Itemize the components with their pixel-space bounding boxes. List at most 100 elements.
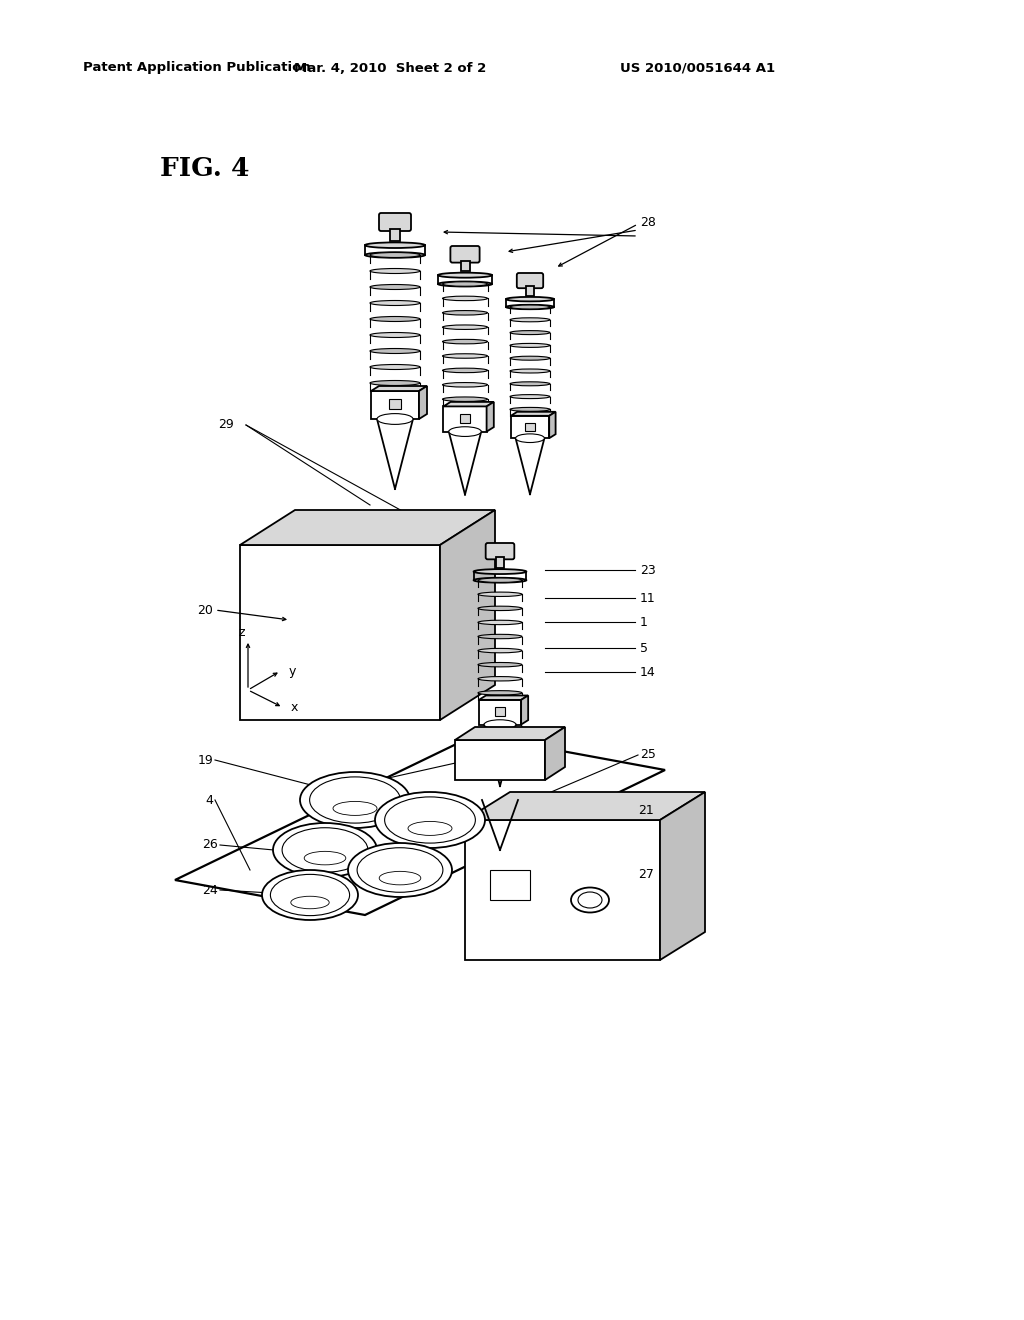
Polygon shape [479,700,521,725]
Ellipse shape [365,252,425,257]
Text: 4: 4 [205,793,213,807]
Text: y: y [289,664,296,677]
Ellipse shape [375,792,485,847]
Text: 20: 20 [198,603,213,616]
Text: Patent Application Publication: Patent Application Publication [83,62,310,74]
Ellipse shape [478,593,522,597]
Ellipse shape [370,301,420,305]
Ellipse shape [370,317,420,322]
Bar [460,414,470,422]
FancyBboxPatch shape [379,213,411,231]
FancyBboxPatch shape [451,246,479,263]
Ellipse shape [449,426,481,437]
Polygon shape [511,416,549,438]
Ellipse shape [370,252,420,257]
Ellipse shape [365,243,425,248]
Text: 25: 25 [640,748,656,762]
Text: FIG. 4: FIG. 4 [160,156,250,181]
Bar [390,228,400,242]
Text: 19: 19 [198,754,213,767]
Polygon shape [440,510,495,719]
Polygon shape [371,391,419,418]
Text: 23: 23 [640,564,655,577]
Polygon shape [455,741,545,780]
Polygon shape [465,820,660,960]
Ellipse shape [510,318,550,322]
Ellipse shape [516,434,545,442]
Ellipse shape [370,380,420,385]
Polygon shape [549,412,556,438]
Bar [495,708,505,715]
Text: z: z [239,626,246,639]
Ellipse shape [510,381,550,385]
Ellipse shape [442,383,487,387]
Ellipse shape [282,828,368,873]
Polygon shape [660,792,705,960]
Text: x: x [291,701,298,714]
FancyBboxPatch shape [517,273,543,288]
Polygon shape [371,385,427,391]
Polygon shape [511,412,556,416]
Polygon shape [175,735,665,915]
Ellipse shape [370,268,420,273]
Ellipse shape [510,370,550,374]
Ellipse shape [442,354,487,358]
Polygon shape [240,510,495,545]
Polygon shape [465,792,705,820]
Ellipse shape [348,843,452,898]
Ellipse shape [478,690,522,696]
Polygon shape [486,401,494,432]
Ellipse shape [510,395,550,399]
Bar [525,422,535,430]
Ellipse shape [478,606,522,611]
Ellipse shape [438,281,492,286]
Text: 27: 27 [638,869,654,882]
Text: 1: 1 [640,615,648,628]
Ellipse shape [478,663,522,667]
Ellipse shape [506,297,554,301]
Polygon shape [545,727,565,780]
Ellipse shape [377,413,413,425]
Text: 21: 21 [638,804,653,817]
Ellipse shape [442,339,487,343]
Ellipse shape [270,874,349,916]
Ellipse shape [478,677,522,681]
Ellipse shape [273,822,377,876]
Bar [461,260,469,272]
Text: 24: 24 [203,883,218,896]
Ellipse shape [385,797,475,843]
Polygon shape [455,727,565,741]
Ellipse shape [370,333,420,338]
Ellipse shape [438,273,492,277]
Ellipse shape [510,330,550,334]
Text: 29: 29 [218,418,233,432]
Ellipse shape [510,343,550,347]
Polygon shape [479,696,528,700]
Ellipse shape [478,620,522,624]
Bar [526,286,534,296]
Ellipse shape [442,397,487,401]
Ellipse shape [442,310,487,315]
Ellipse shape [506,305,554,309]
Ellipse shape [442,296,487,301]
Text: Mar. 4, 2010  Sheet 2 of 2: Mar. 4, 2010 Sheet 2 of 2 [294,62,486,74]
Polygon shape [419,385,427,418]
Ellipse shape [478,578,522,582]
Ellipse shape [473,578,526,582]
Ellipse shape [370,364,420,370]
Ellipse shape [510,356,550,360]
Text: 5: 5 [640,642,648,655]
Ellipse shape [478,648,522,653]
Text: 22: 22 [338,779,353,792]
Polygon shape [443,407,486,432]
Text: 11: 11 [640,591,655,605]
Polygon shape [443,401,494,407]
Ellipse shape [478,635,522,639]
Ellipse shape [442,281,487,286]
Bar [389,400,401,409]
Polygon shape [521,696,528,725]
Ellipse shape [473,569,526,574]
Text: US 2010/0051644 A1: US 2010/0051644 A1 [620,62,775,74]
Bar [490,870,530,900]
Text: +z: +z [527,730,543,741]
